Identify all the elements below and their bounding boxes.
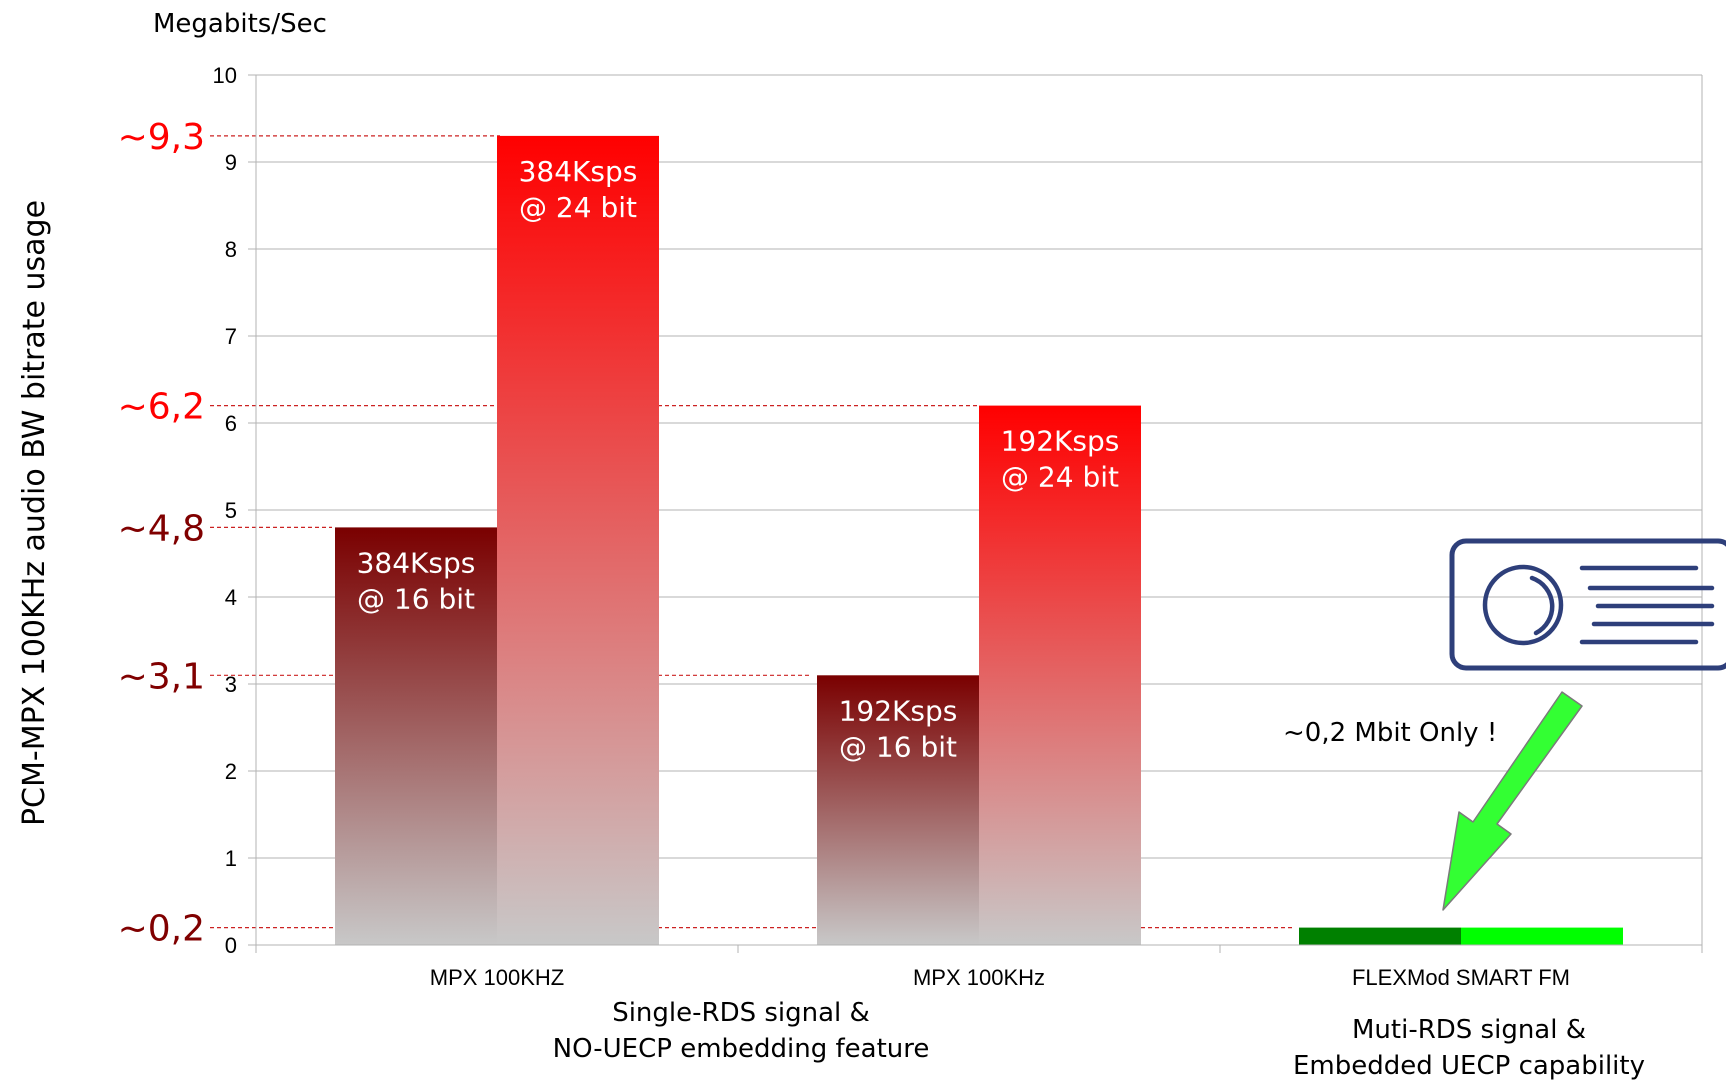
- bar-series1-cat2: [817, 675, 979, 945]
- y-tick-label: 7: [225, 324, 237, 349]
- y-tick-label: 0: [225, 933, 237, 958]
- x-category-label: MPX 100KHz: [913, 965, 1045, 990]
- y-tick-label: 8: [225, 237, 237, 262]
- labels: 0 1 2 3 4 5 6 7 8 9 10 MPX 100KHZ MPX 100KHz FLEXMod …: [118, 63, 1570, 990]
- bar-data-label: @ 24 bit: [1001, 461, 1119, 494]
- bar-data-label: 384Ksps: [519, 155, 638, 188]
- group-caption-1-line-1: Single-RDS signal &: [612, 998, 870, 1028]
- bar-series2-cat1: [497, 135, 659, 945]
- y-tick-label: 9: [225, 150, 237, 175]
- bars: [335, 135, 1623, 946]
- bar-data-label: @ 16 bit: [839, 730, 957, 763]
- y-tick-label: 10: [213, 63, 237, 88]
- bar-data-label: @ 24 bit: [519, 191, 637, 224]
- reference-value-label: ~3,1: [118, 656, 205, 697]
- y-tick-label: 5: [225, 498, 237, 523]
- y-tick-label: 4: [225, 585, 237, 610]
- group-caption-2-line-2: Embedded UECP capability: [1293, 1051, 1645, 1081]
- y-tick-label: 3: [225, 672, 237, 697]
- group-caption-2-line-1: Muti-RDS signal &: [1352, 1015, 1586, 1045]
- x-category-label: MPX 100KHZ: [430, 965, 565, 990]
- green-arrow-icon: [1442, 691, 1583, 911]
- y-axis-unit: Megabits/Sec: [153, 9, 327, 39]
- y-tick-label: 6: [225, 411, 237, 436]
- bar-data-label: @ 16 bit: [357, 582, 475, 615]
- bar-series1-cat1: [335, 527, 497, 945]
- reference-value-label: ~6,2: [118, 387, 205, 428]
- radio-device-icon: [1449, 538, 1726, 671]
- x-category-label: FLEXMod SMART FM: [1352, 965, 1570, 990]
- bar-data-label: 192Ksps: [1001, 425, 1120, 458]
- bar-series1-cat3: [1299, 927, 1461, 945]
- y-tick-label: 2: [225, 759, 237, 784]
- reference-value-label: ~4,8: [118, 508, 205, 549]
- annotation-text: ~0,2 Mbit Only !: [1283, 718, 1497, 748]
- group-caption-1-line-2: NO-UECP embedding feature: [553, 1034, 930, 1064]
- reference-value-label: ~9,3: [118, 117, 205, 158]
- y-tick-label: 1: [225, 846, 237, 871]
- bar-data-label: 384Ksps: [357, 546, 476, 579]
- axes: [248, 74, 1703, 953]
- y-axis-title: PCM-MPX 100KHz audio BW bitrate usage: [17, 200, 52, 826]
- reference-value-label: ~0,2: [118, 909, 205, 950]
- bar-series2-cat3: [1461, 927, 1623, 945]
- bar-series2-cat2: [979, 405, 1141, 946]
- bar-data-label: 192Ksps: [839, 694, 958, 727]
